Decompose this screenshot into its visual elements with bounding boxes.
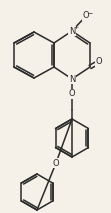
- Text: −: −: [87, 10, 92, 15]
- Text: O: O: [69, 89, 75, 98]
- Text: O: O: [96, 58, 102, 66]
- Text: O: O: [53, 158, 59, 167]
- Text: O: O: [83, 12, 89, 20]
- Text: N: N: [69, 75, 75, 83]
- Text: N: N: [69, 26, 75, 36]
- Text: +: +: [73, 25, 78, 30]
